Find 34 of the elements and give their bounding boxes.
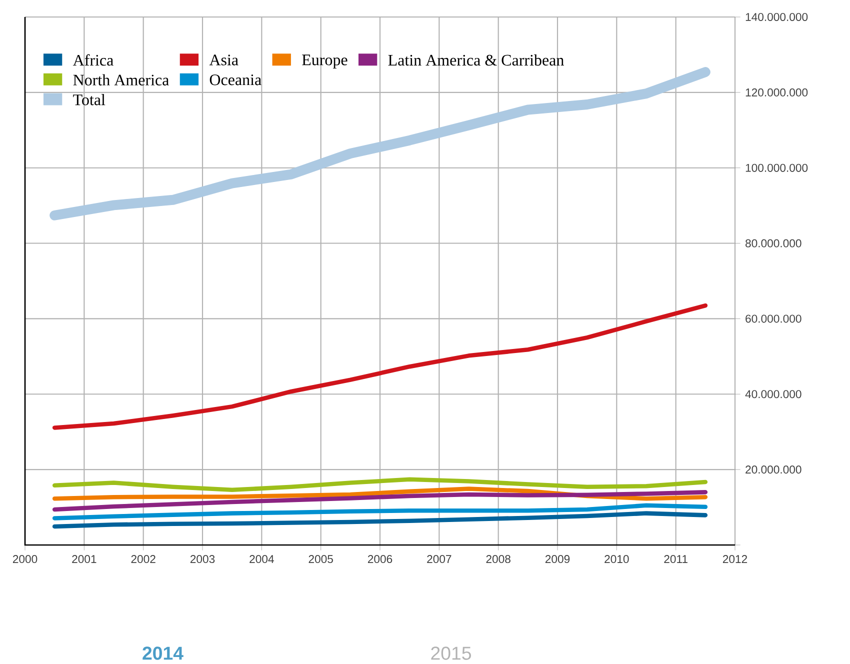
y-tick-label: 40.000.000 bbox=[745, 390, 802, 398]
x-tick-label: 2001 bbox=[72, 555, 96, 564]
y-tick-label: 120.000.000 bbox=[746, 88, 808, 96]
legend-label: Europe bbox=[302, 54, 348, 69]
x-tick-label: 2012 bbox=[722, 555, 748, 564]
x-tick-label: 2009 bbox=[545, 555, 570, 564]
line-series bbox=[52, 303, 708, 430]
y-tick-label: 140.000.000 bbox=[746, 12, 808, 21]
text: 2014 bbox=[142, 646, 184, 660]
x-tick-label: 2005 bbox=[308, 555, 333, 564]
x-tick-label: 2007 bbox=[427, 555, 452, 564]
x-tick-label: 2003 bbox=[190, 555, 215, 564]
text: 2015 bbox=[431, 646, 471, 660]
x-tick-label: 2010 bbox=[604, 555, 629, 564]
legend-label: North America bbox=[73, 74, 169, 86]
y-tick-label: 20.000.000 bbox=[746, 466, 802, 474]
legend-label: Oceania bbox=[210, 74, 262, 86]
y-tick-label: 100.000.000 bbox=[746, 164, 808, 172]
line-series bbox=[52, 477, 708, 492]
x-tick-label: 2000 bbox=[12, 555, 38, 564]
x-tick-label: 2004 bbox=[250, 555, 274, 564]
legend-label: Asia bbox=[209, 54, 238, 66]
legend-label: Total bbox=[73, 94, 106, 106]
x-tick-label: 2006 bbox=[368, 555, 392, 564]
legend-label: Latin America & Carribean bbox=[388, 54, 564, 66]
y-tick-label: 80.000.000 bbox=[746, 239, 802, 248]
line-series bbox=[52, 511, 708, 529]
line-series bbox=[52, 490, 708, 512]
x-tick-label: 2008 bbox=[486, 555, 510, 564]
x-tick-label: 2011 bbox=[664, 555, 688, 564]
legend-label: Africa bbox=[72, 54, 114, 66]
y-tick-label: 60.000.000 bbox=[746, 314, 802, 323]
line-series bbox=[52, 486, 708, 501]
x-tick-label: 2002 bbox=[131, 555, 156, 564]
